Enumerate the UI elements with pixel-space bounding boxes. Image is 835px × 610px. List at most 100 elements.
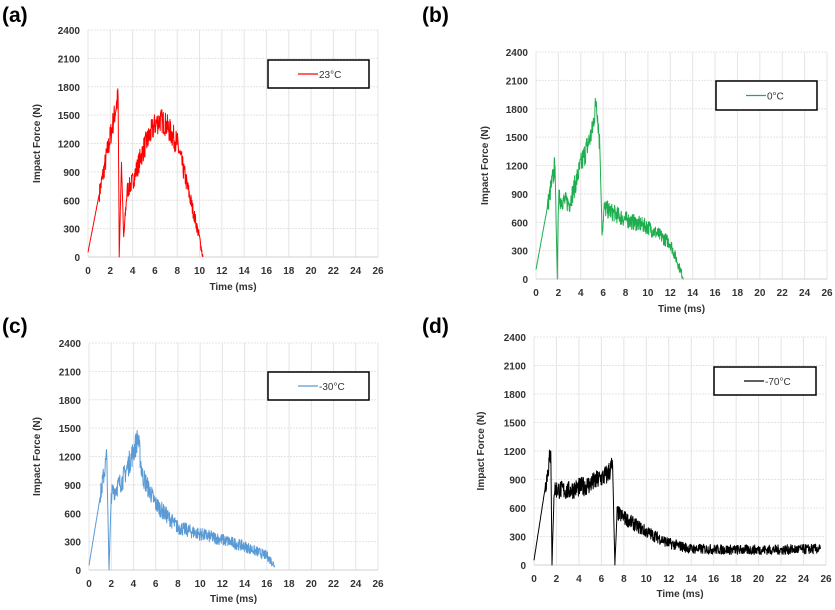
x-tick-label: 0 — [533, 288, 539, 299]
chart-panel-c: (c)0 2 4 6 8 10 12 14 16 18 20 22 24 2603006009001200… — [2, 315, 384, 605]
panel-label: (c) — [2, 315, 28, 338]
x-tick-label: 14 — [686, 574, 698, 585]
legend-box — [713, 366, 817, 396]
x-axis-label: Time (ms) — [209, 282, 256, 293]
y-tick-label: 1500 — [59, 424, 82, 435]
x-tick-label: 16 — [261, 266, 273, 277]
y-tick-label: 2400 — [506, 48, 529, 59]
x-tick-label: 20 — [306, 266, 318, 277]
x-tick-label: 22 — [328, 266, 340, 277]
x-tick-label: 16 — [708, 574, 720, 585]
x-tick-label: 12 — [665, 288, 677, 299]
y-tick-label: 2100 — [504, 362, 527, 373]
x-tick-label: 26 — [821, 288, 833, 299]
x-tick-label: 22 — [328, 579, 340, 590]
y-tick-label: 1500 — [506, 133, 529, 144]
x-axis-label: Time (ms) — [656, 589, 703, 600]
series-line — [535, 97, 684, 280]
x-tick-label: 4 — [576, 574, 582, 585]
y-tick-label: 300 — [63, 225, 80, 236]
x-tick-label: 24 — [350, 266, 362, 277]
y-axis-label: Impact Force (N) — [480, 126, 491, 205]
x-tick-label: 18 — [731, 574, 743, 585]
legend-label: -30°C — [319, 382, 345, 393]
chart-panel-a: (a)0 2 4 6 8 10 12 14 16 18 20 22 24 2603006009001200… — [2, 4, 384, 293]
y-tick-label: 600 — [63, 196, 80, 207]
x-tick-label: 6 — [153, 579, 159, 590]
y-tick-label: 2400 — [58, 26, 81, 37]
x-tick-label: 10 — [641, 574, 653, 585]
x-tick-label: 14 — [687, 288, 699, 299]
x-tick-label: 18 — [283, 266, 295, 277]
x-tick-label: 26 — [820, 574, 832, 585]
series-line — [87, 88, 204, 258]
x-tick-label: 16 — [261, 579, 273, 590]
x-tick-label: 8 — [623, 288, 629, 299]
y-tick-label: 2100 — [59, 367, 82, 378]
y-tick-label: 2100 — [506, 76, 529, 87]
y-tick-label: 1800 — [506, 105, 529, 116]
chart-panel-b: (b)0 2 4 6 8 10 12 14 16 18 20 22 24 2603006009001200… — [422, 4, 833, 315]
y-tick-label: 1200 — [506, 162, 529, 173]
y-tick-label: 600 — [511, 218, 528, 229]
series-line — [533, 449, 821, 566]
x-tick-label: 22 — [776, 574, 788, 585]
y-tick-label: 300 — [511, 247, 528, 258]
y-tick-label: 1800 — [59, 396, 82, 407]
y-tick-label: 1500 — [504, 419, 527, 430]
x-tick-label: 6 — [152, 266, 158, 277]
x-tick-label: 0 — [86, 579, 92, 590]
x-axis-label: Time (ms) — [210, 594, 257, 605]
x-tick-label: 24 — [799, 288, 811, 299]
x-tick-label: 26 — [372, 579, 384, 590]
y-tick-label: 900 — [63, 168, 80, 179]
x-tick-label: 0 — [531, 574, 537, 585]
x-tick-label: 12 — [217, 579, 229, 590]
y-tick-label: 1800 — [504, 390, 527, 401]
y-tick-label: 0 — [522, 275, 528, 286]
y-tick-label: 900 — [509, 476, 526, 487]
x-tick-label: 18 — [284, 579, 296, 590]
y-tick-label: 2400 — [504, 333, 527, 344]
y-tick-label: 2400 — [59, 339, 82, 350]
x-tick-label: 2 — [108, 266, 114, 277]
x-tick-label: 4 — [131, 579, 137, 590]
legend-box — [715, 80, 818, 111]
x-tick-label: 8 — [621, 574, 627, 585]
y-tick-label: 1200 — [59, 453, 82, 464]
x-tick-label: 10 — [642, 288, 654, 299]
x-tick-label: 18 — [732, 288, 744, 299]
x-tick-label: 6 — [600, 288, 606, 299]
x-tick-label: 8 — [175, 579, 181, 590]
x-tick-label: 20 — [753, 574, 765, 585]
y-axis-label: Impact Force (N) — [32, 417, 43, 496]
x-tick-label: 0 — [85, 266, 91, 277]
y-tick-label: 600 — [509, 504, 526, 515]
y-tick-label: 0 — [74, 253, 80, 264]
panel-label: (b) — [422, 4, 449, 27]
y-tick-label: 1800 — [58, 83, 81, 94]
y-tick-label: 900 — [64, 481, 81, 492]
y-axis-label: Impact Force (N) — [32, 104, 43, 183]
y-tick-label: 0 — [75, 566, 81, 577]
x-tick-label: 16 — [710, 288, 722, 299]
x-tick-label: 2 — [554, 574, 560, 585]
y-tick-label: 600 — [64, 509, 81, 520]
y-tick-label: 0 — [520, 561, 526, 572]
x-tick-label: 4 — [130, 266, 136, 277]
x-tick-label: 10 — [195, 579, 207, 590]
series-line — [88, 430, 276, 571]
x-axis-label: Time (ms) — [658, 304, 705, 315]
x-tick-label: 6 — [599, 574, 605, 585]
x-tick-label: 24 — [798, 574, 810, 585]
legend-label: -70°C — [765, 377, 791, 388]
x-tick-label: 14 — [239, 266, 251, 277]
y-axis-label: Impact Force (N) — [476, 412, 487, 491]
x-tick-label: 10 — [194, 266, 206, 277]
y-tick-label: 1200 — [504, 447, 527, 458]
x-tick-label: 12 — [216, 266, 228, 277]
x-tick-label: 12 — [663, 574, 675, 585]
x-tick-label: 4 — [578, 288, 584, 299]
legend-label: 0°C — [767, 92, 784, 103]
x-tick-label: 24 — [350, 579, 362, 590]
